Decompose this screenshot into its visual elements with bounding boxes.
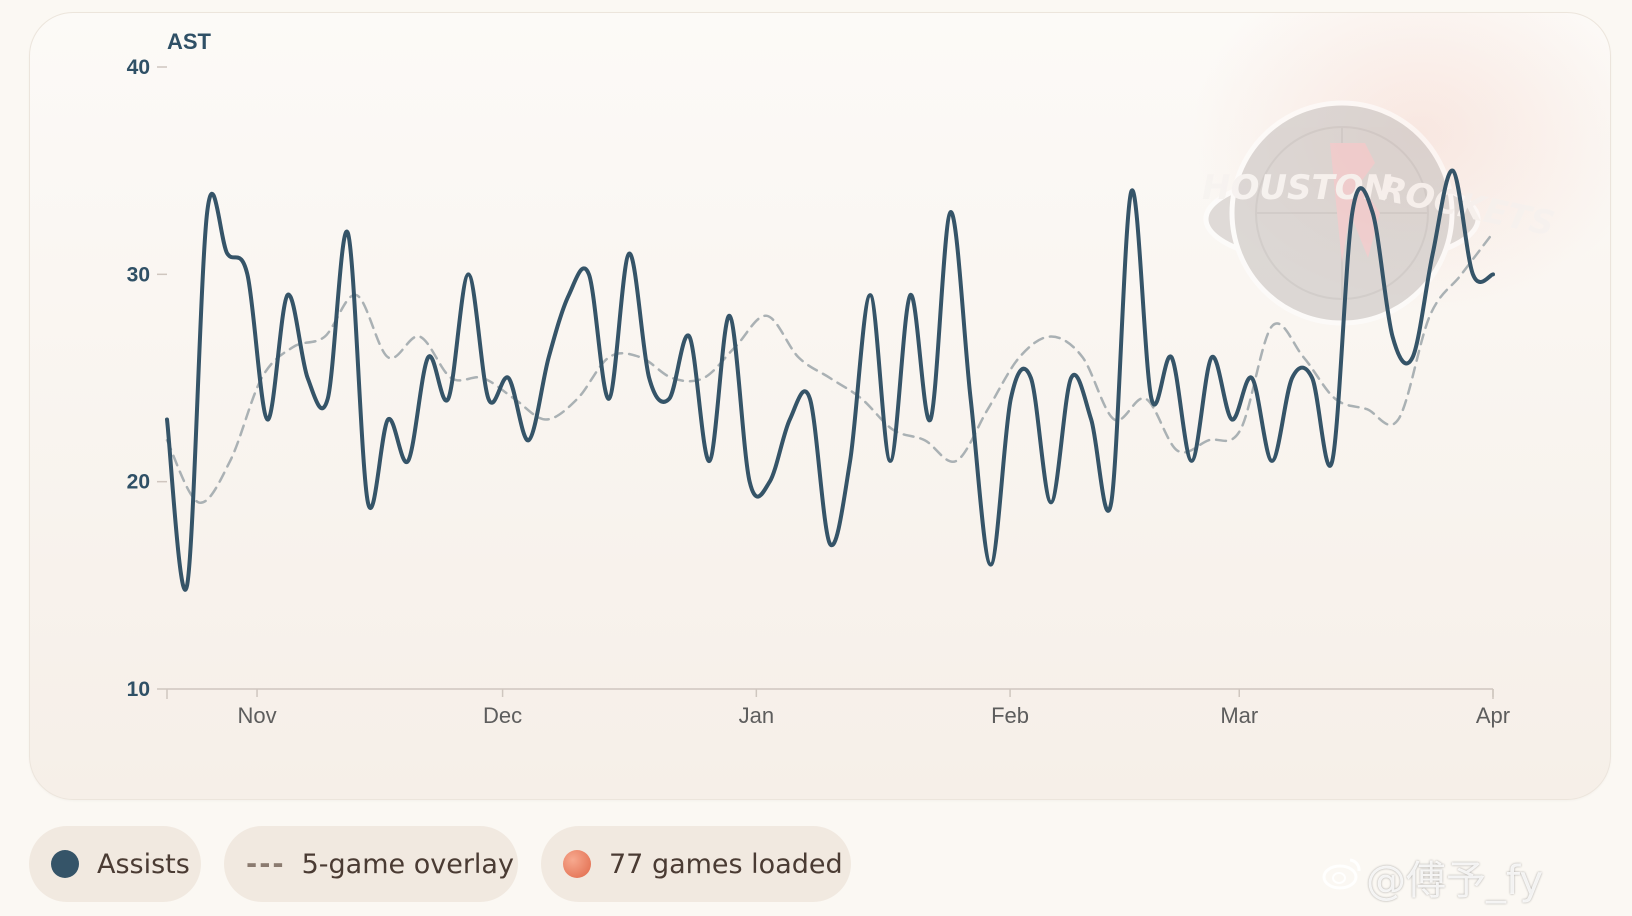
author-watermark: @傅予_fy (1366, 858, 1544, 904)
legend-assists-label: Assists (97, 848, 190, 880)
x-axis: Nov Dec Jan Feb Mar Apr (166, 688, 1510, 728)
x-tick-label: Dec (483, 703, 522, 728)
legend-overlay[interactable]: --- 5-game overlay (224, 826, 518, 902)
x-tick-label: Apr (1476, 703, 1510, 728)
y-tick-label: 30 (127, 263, 150, 286)
games-loaded-badge: 77 games loaded (541, 826, 851, 902)
x-tick-label: Nov (237, 703, 276, 728)
weibo-icon (1322, 858, 1361, 890)
y-axis: 10 20 30 40 (127, 56, 167, 701)
x-tick-label: Feb (991, 703, 1029, 728)
assists-line-chart: HOUSTON ROCKETS AST 10 20 30 40 Nov Dec Jan Fe… (127, 29, 1558, 728)
x-tick-label: Mar (1220, 703, 1258, 728)
series-group (165, 168, 1495, 592)
team-logo: HOUSTON ROCKETS (1202, 100, 1558, 326)
chart-card: HOUSTON ROCKETS AST 10 20 30 40 Nov Dec Jan Fe… (29, 12, 1611, 800)
legend-overlay-label: 5-game overlay (301, 848, 514, 880)
y-tick-label: 10 (127, 678, 150, 701)
y-tick-label: 20 (127, 471, 150, 494)
overlay-series-line (165, 231, 1495, 504)
legend-assists[interactable]: Assists (29, 826, 201, 902)
assists-dot-icon (51, 850, 79, 878)
assists-series-line (165, 168, 1495, 592)
status-dot-icon (563, 850, 591, 878)
y-tick-label: 40 (127, 56, 150, 79)
x-tick-label: Jan (739, 703, 774, 728)
y-axis-label: AST (167, 29, 212, 54)
games-loaded-label: 77 games loaded (609, 848, 843, 880)
dashed-line-icon: --- (246, 848, 286, 880)
